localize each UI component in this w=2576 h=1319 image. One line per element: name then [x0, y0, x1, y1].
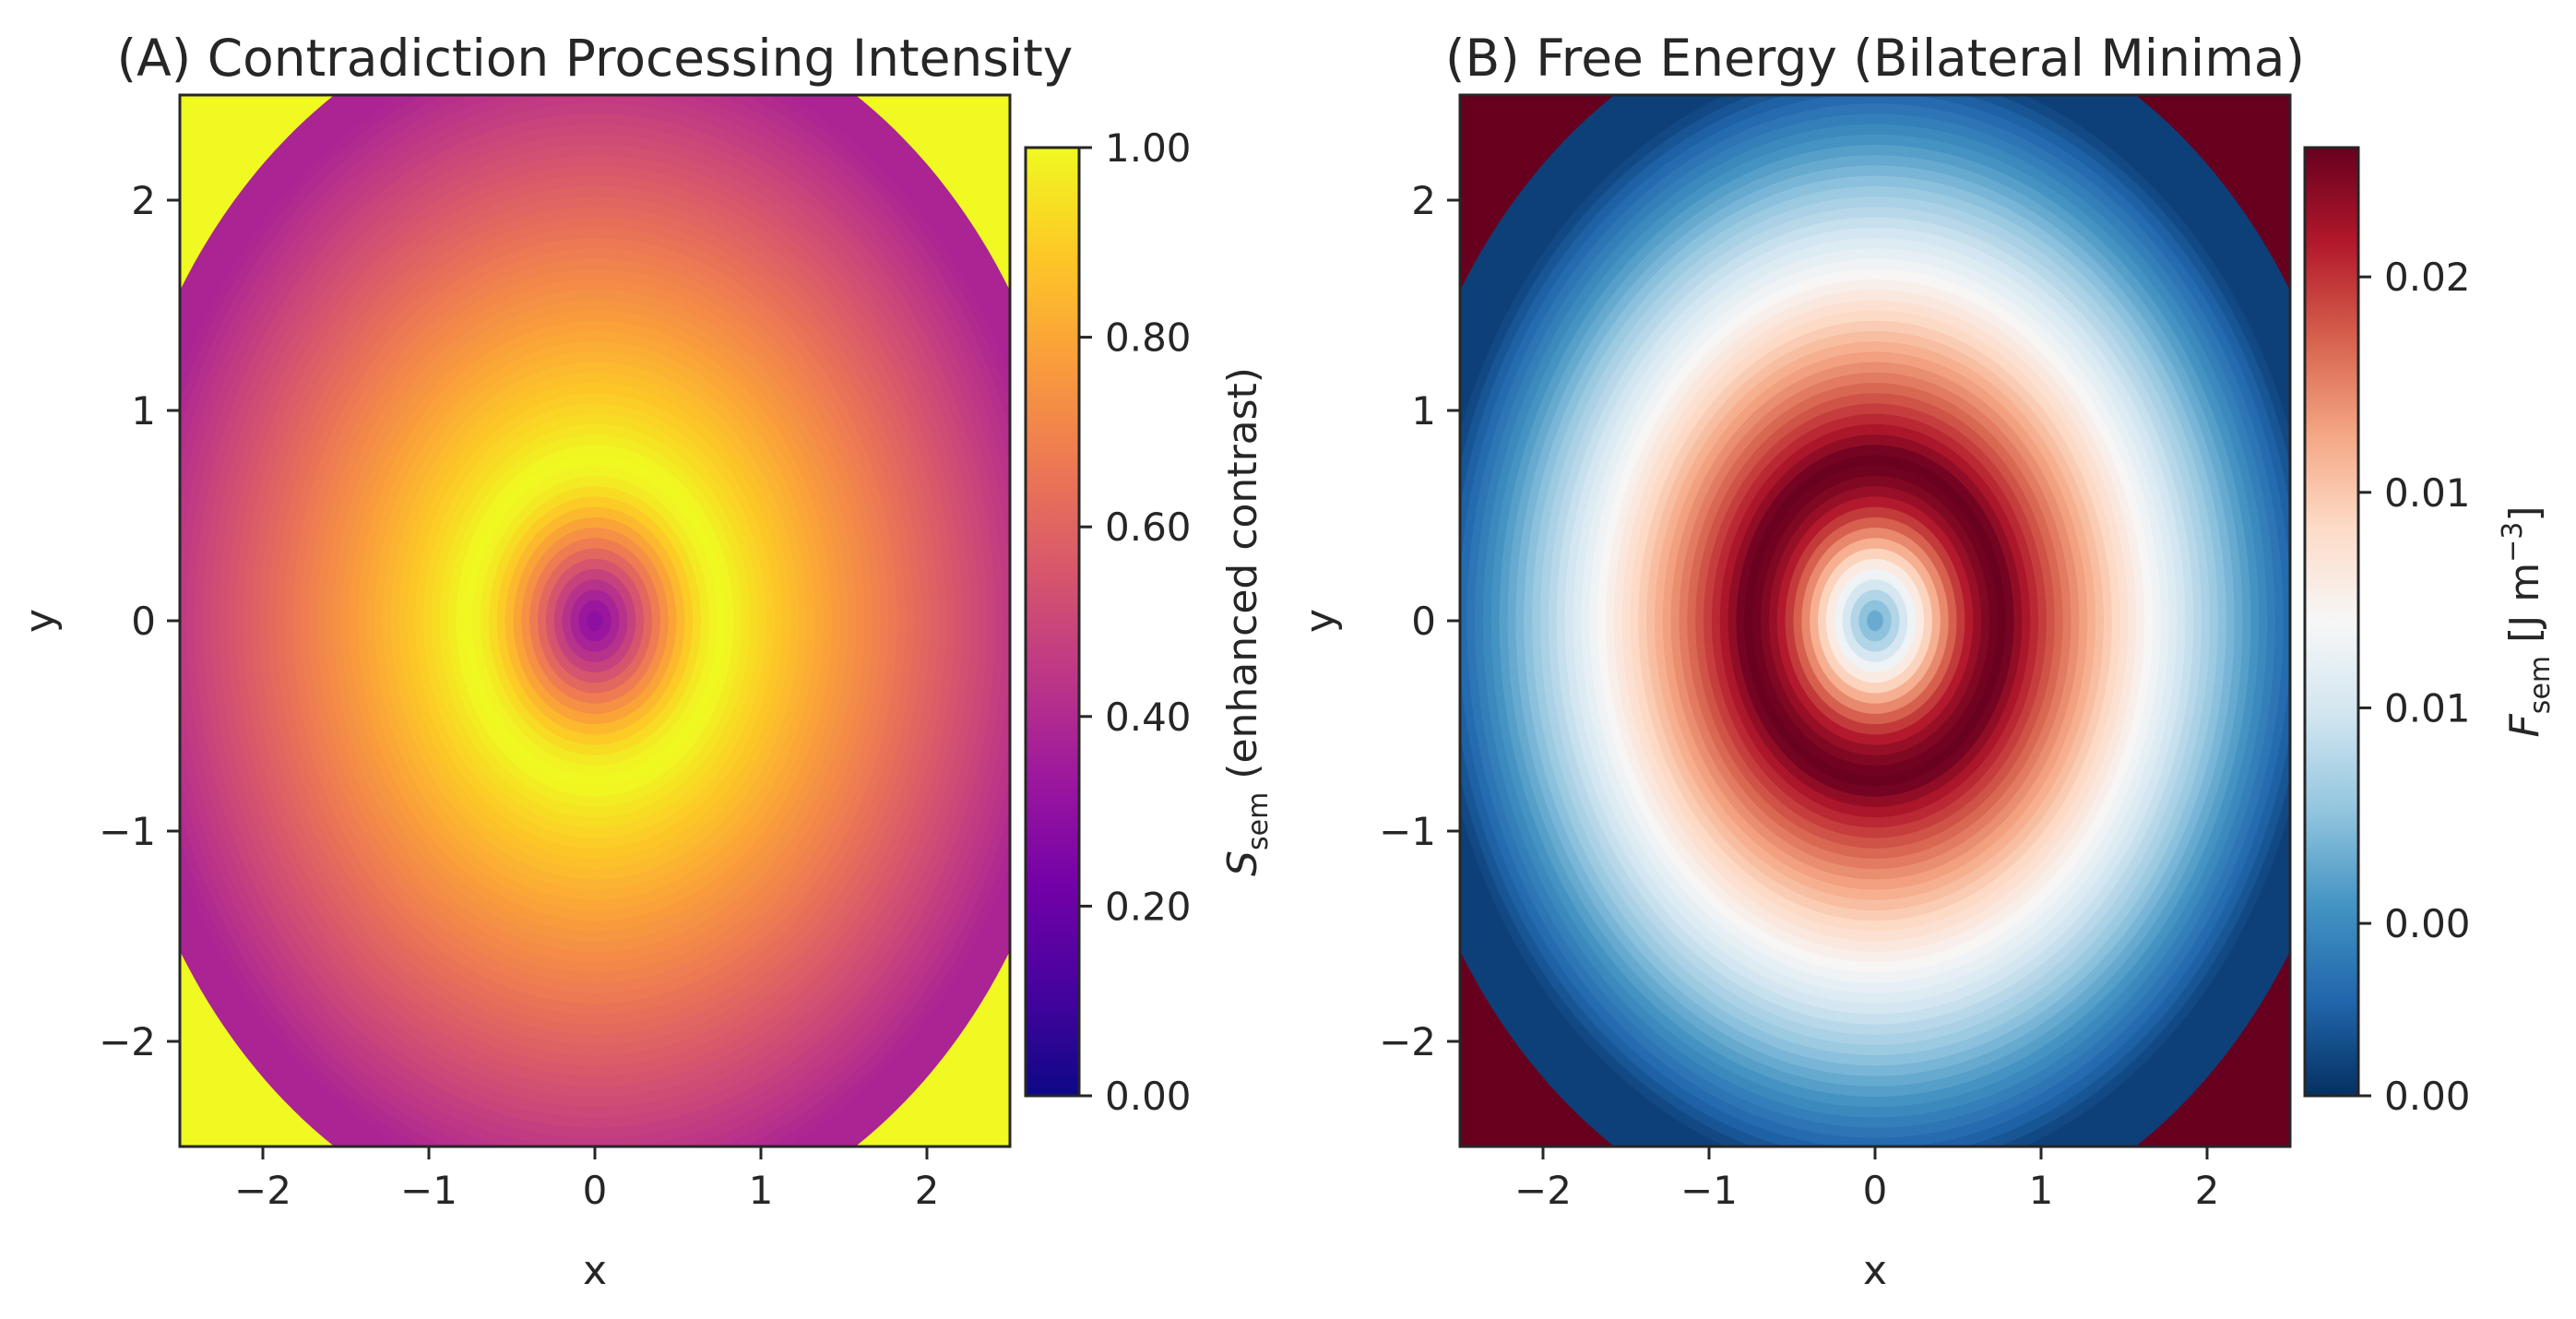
contour-band-b-1	[1867, 610, 1883, 632]
cb-b-symbol: F	[2501, 714, 2548, 738]
panel-b-x-ticks: −2 −1 0 1 2	[1514, 1147, 2219, 1213]
panel-a-colorbar-label: Ssem (enhanced contrast)	[1219, 367, 1275, 876]
panel-a-x-label: x	[583, 1247, 607, 1294]
panel-a-colorbar-ticks: 0.00 0.20 0.40 0.60 0.80 1.00	[1079, 125, 1192, 1119]
colorbar-tick-label-b-0: 0.00	[2384, 1074, 2471, 1119]
panel-b-heatmap	[1460, 95, 2290, 1147]
y-tick-label-a-3: 1	[131, 388, 156, 434]
colorbar-tick-label-b-1: 0.00	[2384, 901, 2471, 946]
colorbar-tick-label-a-0: 0.00	[1105, 1074, 1192, 1119]
panel-b-y-label: y	[1297, 609, 1344, 633]
x-tick-label-b-0: −2	[1514, 1168, 1572, 1213]
x-tick-label-a-1: −1	[400, 1168, 457, 1213]
panel-b-x-label: x	[1863, 1247, 1887, 1294]
panel-a-y-ticks: −2 −1 0 1 2	[99, 178, 180, 1064]
colorbar-tick-label-a-5: 1.00	[1105, 125, 1192, 171]
colorbar-tick-label-b-3: 0.01	[2384, 470, 2471, 516]
cb-b-superscript: −3	[2497, 522, 2529, 563]
panel-a-x-ticks: −2 −1 0 1 2	[234, 1147, 939, 1213]
panel-a-title: (A) Contradiction Processing Intensity	[117, 29, 1074, 88]
panel-a: (A) Contradiction Processing Intensity −…	[17, 29, 1275, 1294]
y-tick-label-b-1: −1	[1379, 809, 1436, 854]
cb-b-subscript: sem	[2524, 656, 2557, 714]
cb-a-subscript: sem	[1242, 792, 1275, 850]
y-tick-label-b-4: 2	[1411, 178, 1436, 223]
x-tick-label-b-2: 0	[1863, 1168, 1888, 1213]
panel-b-colorbar	[2303, 146, 2360, 1098]
panel-a-colorbar	[1024, 146, 1081, 1098]
x-tick-label-b-1: −1	[1680, 1168, 1738, 1213]
colorbar-tick-label-b-4: 0.02	[2384, 255, 2471, 300]
colorbar-tick-label-a-2: 0.40	[1105, 695, 1192, 740]
panel-a-y-label: y	[17, 609, 64, 633]
cb-a-rest: (enhanced contrast)	[1219, 367, 1266, 792]
panel-b-colorbar-ticks: 0.00 0.00 0.01 0.01 0.02	[2358, 255, 2471, 1119]
x-tick-label-a-4: 2	[915, 1168, 940, 1213]
colorbar-tick-label-b-2: 0.01	[2384, 685, 2471, 731]
x-tick-label-a-3: 1	[749, 1168, 774, 1213]
x-tick-label-b-4: 2	[2195, 1168, 2220, 1213]
y-tick-label-b-2: 0	[1411, 599, 1436, 644]
x-tick-label-a-2: 0	[583, 1168, 608, 1213]
y-tick-label-a-4: 2	[131, 178, 156, 223]
colorbar-tick-label-a-1: 0.20	[1105, 884, 1192, 929]
cb-b-close: ]	[2501, 505, 2548, 521]
y-tick-label-b-3: 1	[1411, 388, 1436, 434]
panel-b-title: (B) Free Energy (Bilateral Minima)	[1445, 29, 2305, 88]
y-tick-label-a-0: −2	[99, 1019, 156, 1064]
cb-b-rest: [J m	[2501, 563, 2548, 656]
colorbar-tick-label-a-3: 0.60	[1105, 505, 1192, 550]
colorbar-tick-label-a-4: 0.80	[1105, 315, 1192, 361]
panel-b-colorbar-label: Fsem [J m−3]	[2497, 505, 2557, 737]
panel-a-heatmap	[180, 95, 1010, 1147]
x-tick-label-a-0: −2	[234, 1168, 291, 1213]
panel-b: (B) Free Energy (Bilateral Minima) −2 −1 0…	[1297, 29, 2557, 1294]
contour-band-a-1	[587, 610, 603, 632]
cb-a-symbol: S	[1219, 850, 1266, 876]
y-tick-label-a-2: 0	[131, 599, 156, 644]
y-tick-label-b-0: −2	[1379, 1019, 1436, 1064]
y-tick-label-a-1: −1	[99, 809, 156, 854]
x-tick-label-b-3: 1	[2029, 1168, 2054, 1213]
panel-b-y-ticks: −2 −1 0 1 2	[1379, 178, 1460, 1064]
